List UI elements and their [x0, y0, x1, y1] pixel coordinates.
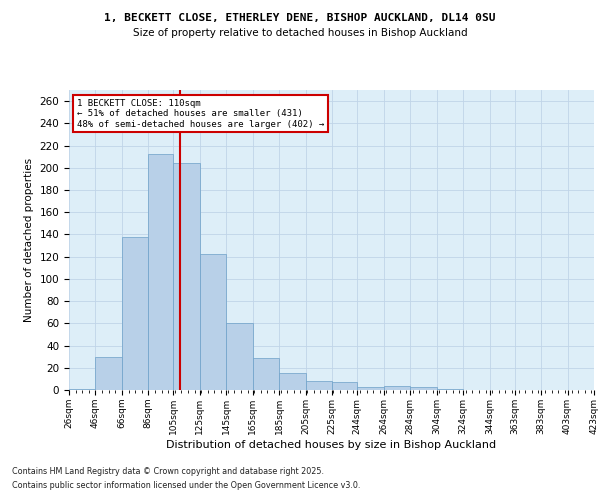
Bar: [306, 381, 332, 390]
Bar: [173, 164, 200, 390]
Bar: [410, 386, 437, 390]
Bar: [148, 154, 173, 390]
Bar: [95, 356, 122, 390]
Y-axis label: Number of detached properties: Number of detached properties: [24, 158, 34, 322]
Text: 1 BECKETT CLOSE: 110sqm
← 51% of detached houses are smaller (431)
48% of semi-d: 1 BECKETT CLOSE: 110sqm ← 51% of detache…: [77, 99, 324, 128]
Bar: [253, 358, 279, 390]
Bar: [279, 374, 306, 390]
Text: Contains public sector information licensed under the Open Government Licence v3: Contains public sector information licen…: [12, 481, 361, 490]
Bar: [357, 386, 384, 390]
Bar: [332, 382, 357, 390]
Bar: [69, 389, 95, 390]
Bar: [384, 386, 410, 390]
Text: Size of property relative to detached houses in Bishop Auckland: Size of property relative to detached ho…: [133, 28, 467, 38]
Bar: [200, 254, 226, 390]
Text: Contains HM Land Registry data © Crown copyright and database right 2025.: Contains HM Land Registry data © Crown c…: [12, 467, 324, 476]
Bar: [437, 389, 463, 390]
X-axis label: Distribution of detached houses by size in Bishop Auckland: Distribution of detached houses by size …: [166, 440, 497, 450]
Text: 1, BECKETT CLOSE, ETHERLEY DENE, BISHOP AUCKLAND, DL14 0SU: 1, BECKETT CLOSE, ETHERLEY DENE, BISHOP …: [104, 12, 496, 22]
Bar: [122, 236, 148, 390]
Bar: [226, 324, 253, 390]
